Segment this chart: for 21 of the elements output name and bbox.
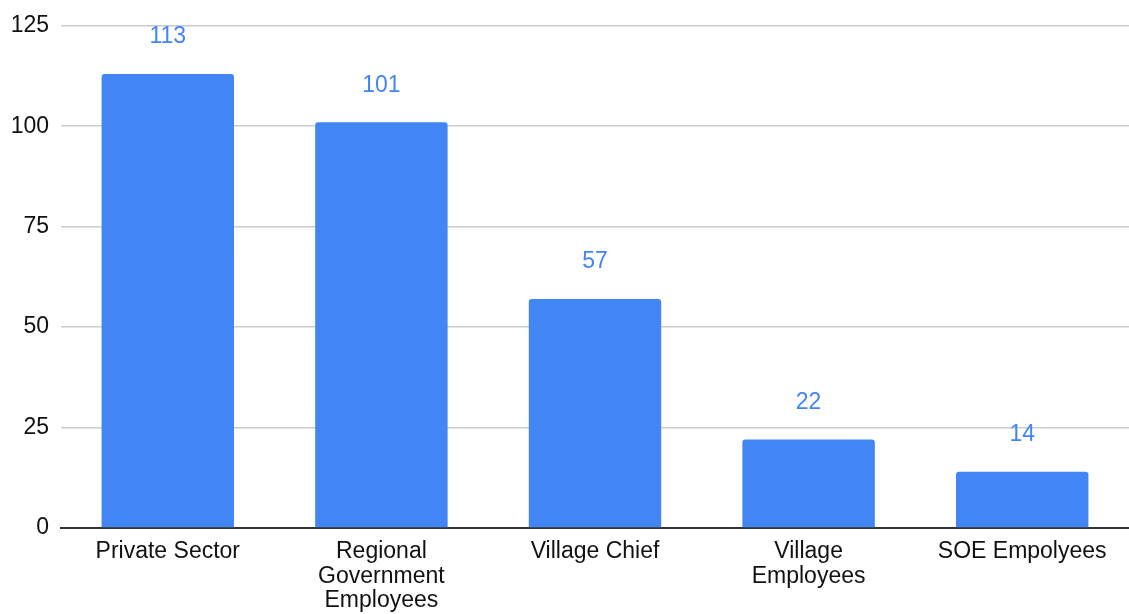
bar [101, 74, 235, 528]
y-tick-label: 0 [36, 513, 49, 540]
y-tick-label: 100 [10, 111, 49, 138]
x-tick-label: Village Employees [751, 537, 866, 588]
x-tick-label: Private Sector [95, 537, 241, 564]
bar [528, 299, 662, 528]
data-label: 57 [582, 247, 608, 274]
y-tick-label: 125 [10, 11, 49, 38]
y-tick-label: 50 [23, 312, 49, 339]
x-tick-label: Regional Government Employees [318, 537, 446, 612]
bar [955, 471, 1089, 528]
x-tick-label: SOE Empolyees [937, 537, 1107, 564]
y-tick-label: 75 [23, 212, 49, 239]
data-label: 101 [362, 70, 401, 97]
data-label: 113 [149, 22, 187, 49]
bar [315, 122, 448, 528]
bar [742, 439, 875, 528]
data-label: 14 [1009, 420, 1036, 447]
y-tick-label: 25 [23, 412, 49, 439]
data-label: 22 [795, 387, 822, 414]
x-tick-label: Village Chief [530, 537, 660, 564]
